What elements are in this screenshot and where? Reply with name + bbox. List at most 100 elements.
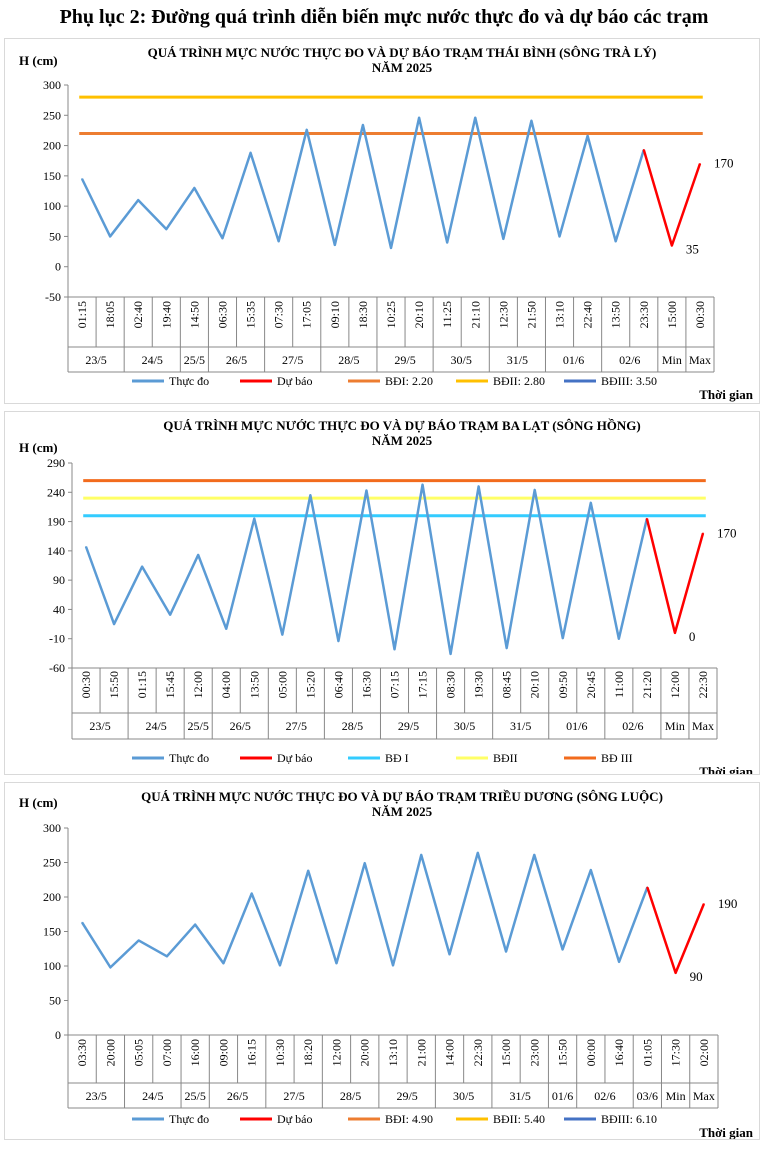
date-label: 24/5 xyxy=(145,719,166,733)
time-label: 15:00 xyxy=(665,301,679,328)
y-tick-label: 240 xyxy=(47,485,65,499)
observed-point xyxy=(137,939,140,942)
observed-point xyxy=(253,517,256,520)
date-label: 02/6 xyxy=(619,353,640,367)
date-label: 26/5 xyxy=(227,1089,248,1103)
y-tick-label: 150 xyxy=(43,925,61,939)
time-label: 07:00 xyxy=(160,1039,174,1066)
data-label: 0 xyxy=(689,629,696,644)
date-label: 26/5 xyxy=(230,719,251,733)
time-label: 09:50 xyxy=(556,671,570,698)
date-label: 28/5 xyxy=(342,719,363,733)
y-tick-label: 200 xyxy=(43,890,61,904)
forecast-series-line xyxy=(646,886,706,975)
forecast-point xyxy=(642,149,645,151)
time-label: 16:40 xyxy=(612,1039,626,1066)
observed-series-line xyxy=(84,483,649,656)
time-label: 20:00 xyxy=(103,1039,117,1066)
y-tick-label: 250 xyxy=(43,108,61,122)
page-title: Phụ lục 2: Đường quá trình diễn biến mực… xyxy=(59,6,709,28)
date-label: Min xyxy=(666,1089,686,1103)
legend-label: BĐI: 2.20 xyxy=(385,374,433,388)
time-label: 05:05 xyxy=(132,1039,146,1066)
chart-title: QUÁ TRÌNH MỰC NƯỚC THỰC ĐO VÀ DỰ BÁO TRẠ… xyxy=(148,45,657,60)
time-label: 16:00 xyxy=(188,1039,202,1066)
time-label: 19:40 xyxy=(159,301,173,328)
data-label: 170 xyxy=(714,156,734,171)
legend-label: BĐ III xyxy=(601,751,633,765)
time-label: 00:00 xyxy=(584,1039,598,1066)
time-label: 03:30 xyxy=(75,1039,89,1066)
y-tick-label: 150 xyxy=(43,169,61,183)
chart-title: QUÁ TRÌNH MỰC NƯỚC THỰC ĐO VÀ DỰ BÁO TRẠ… xyxy=(163,418,641,433)
time-label: 20:45 xyxy=(584,671,598,698)
time-label: 05:00 xyxy=(275,671,289,698)
time-label: 16:15 xyxy=(245,1039,259,1066)
forecast-point xyxy=(674,632,676,634)
observed-point xyxy=(193,187,196,189)
date-label: 31/5 xyxy=(510,719,531,733)
time-label: 13:10 xyxy=(553,301,567,328)
y-tick-label: 250 xyxy=(43,856,61,870)
observed-point xyxy=(561,637,564,639)
date-label: 01/6 xyxy=(566,719,587,733)
observed-point xyxy=(390,247,392,249)
observed-point xyxy=(477,485,480,488)
time-label: 22:30 xyxy=(471,1039,485,1066)
date-label: Max xyxy=(693,1089,715,1103)
observed-point xyxy=(362,124,364,126)
time-label: 06:30 xyxy=(215,301,229,328)
time-label: 22:30 xyxy=(696,671,710,698)
date-label: Max xyxy=(689,353,711,367)
y-tick-label: 0 xyxy=(55,1028,61,1042)
time-label: 10:30 xyxy=(273,1039,287,1066)
time-label: 06:40 xyxy=(331,671,345,698)
observed-point xyxy=(365,489,368,492)
y-tick-label: 100 xyxy=(43,959,61,973)
y-tick-label: 0 xyxy=(55,260,61,274)
y-tick-label: 300 xyxy=(43,821,61,835)
time-label: 15:00 xyxy=(499,1039,513,1066)
y-tick-label: 50 xyxy=(49,994,61,1008)
time-label: 07:15 xyxy=(388,671,402,698)
observed-point xyxy=(561,948,564,951)
chart-panel-trieu-duong: QUÁ TRÌNH MỰC NƯỚC THỰC ĐO VÀ DỰ BÁO TRẠ… xyxy=(4,782,760,1140)
time-label: 19:30 xyxy=(472,671,486,698)
legend-label: BĐI: 4.90 xyxy=(385,1112,433,1126)
date-label: 28/5 xyxy=(340,1089,361,1103)
observed-point xyxy=(446,241,448,244)
legend-label: Dự báo xyxy=(277,751,313,765)
date-label: 23/5 xyxy=(85,353,106,367)
time-label: 22:40 xyxy=(581,301,595,328)
time-label: 11:25 xyxy=(440,301,454,328)
time-label: 01:15 xyxy=(75,301,89,328)
observed-point xyxy=(502,238,505,240)
chart-panel-ba-lat: QUÁ TRÌNH MỰC NƯỚC THỰC ĐO VÀ DỰ BÁO TRẠ… xyxy=(4,411,760,775)
time-label: 09:10 xyxy=(328,301,342,328)
time-label: 00:30 xyxy=(693,301,707,328)
forecast-series-line xyxy=(642,149,702,247)
time-label: 13:50 xyxy=(247,671,261,698)
observed-point xyxy=(586,135,589,137)
date-label: 23/5 xyxy=(86,1089,107,1103)
y-axis-label: H (cm) xyxy=(19,795,58,810)
legend-label: Thực đo xyxy=(169,751,209,765)
time-label: 14:00 xyxy=(443,1039,457,1066)
observed-point xyxy=(533,854,536,856)
y-tick-label: 200 xyxy=(43,139,61,153)
observed-point xyxy=(420,854,423,856)
time-label: 15:50 xyxy=(107,671,121,698)
date-label: 25/5 xyxy=(188,719,209,733)
time-label: 12:00 xyxy=(329,1039,343,1066)
observed-point xyxy=(337,640,340,642)
legend-label: BĐIII: 6.10 xyxy=(601,1112,657,1126)
chart-panel-thai-binh: QUÁ TRÌNH MỰC NƯỚC THỰC ĐO VÀ DỰ BÁO TRẠ… xyxy=(4,38,760,404)
time-label: 08:45 xyxy=(500,671,514,698)
legend-label: BĐIII: 3.50 xyxy=(601,374,657,388)
forecast-point xyxy=(702,532,704,535)
data-label: 170 xyxy=(717,525,737,540)
date-label: 23/5 xyxy=(89,719,110,733)
observed-point xyxy=(449,653,452,655)
data-label: 190 xyxy=(718,896,738,911)
observed-point xyxy=(85,545,87,548)
